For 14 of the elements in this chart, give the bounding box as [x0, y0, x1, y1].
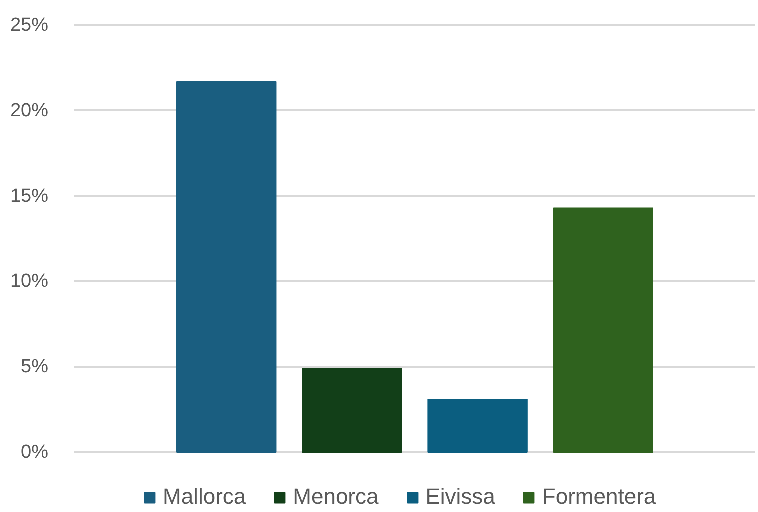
legend-label: Menorca	[293, 484, 379, 510]
y-tick-label: 0%	[21, 442, 49, 463]
bar	[302, 368, 402, 453]
bar	[176, 81, 277, 453]
bar	[553, 208, 654, 453]
y-tick-label: 5%	[21, 356, 49, 378]
y-tick-label: 15%	[10, 186, 49, 207]
y-tick-label: 25%	[10, 15, 49, 36]
legend-label: Formentera	[542, 484, 656, 510]
bar	[428, 399, 528, 453]
y-tick-label: 20%	[10, 100, 49, 122]
legend-label: Eivissa	[426, 484, 496, 510]
y-tick-label: 10%	[10, 271, 49, 292]
legend-label: Mallorca	[163, 484, 246, 510]
